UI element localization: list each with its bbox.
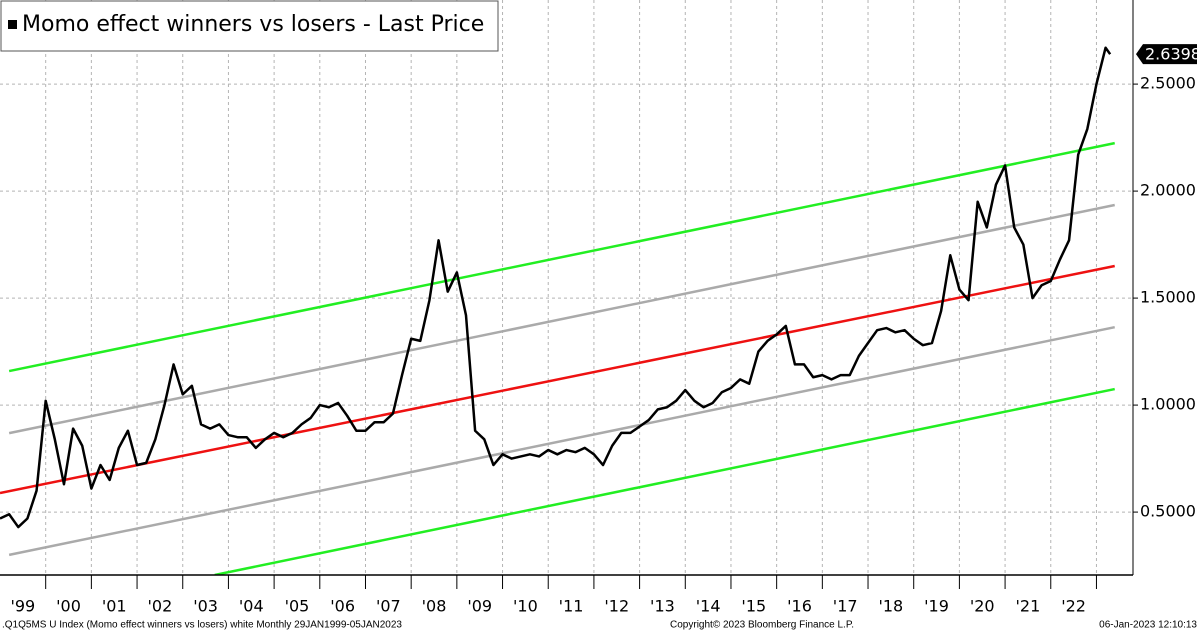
x-tick-label: '17 — [833, 597, 858, 616]
x-tick-label: '03 — [193, 597, 218, 616]
grid — [0, 0, 1133, 575]
y-tick-label: 1.5000 — [1140, 288, 1196, 307]
last-price-label: 2.6398 — [1145, 45, 1200, 64]
y-tick-label: 2.5000 — [1140, 74, 1196, 93]
legend-box — [0, 0, 499, 52]
x-tick-label: '14 — [696, 597, 721, 616]
x-tick-label: '04 — [239, 597, 264, 616]
series — [0, 46, 1112, 529]
x-tick-label: '22 — [1061, 597, 1086, 616]
x-tick-label: '12 — [604, 597, 629, 616]
legend-marker — [8, 20, 17, 29]
x-tick-label: '10 — [513, 597, 538, 616]
reference-line — [8, 203, 1115, 435]
x-tick-label: '15 — [741, 597, 766, 616]
x-tick-label: '07 — [376, 597, 401, 616]
reference-line — [8, 325, 1115, 557]
x-tick-label: '11 — [559, 597, 584, 616]
y-tick-label: 2.0000 — [1140, 181, 1196, 200]
x-tick-label: '05 — [285, 597, 310, 616]
x-tick-label: '19 — [924, 597, 949, 616]
footer-center: Copyright© 2023 Bloomberg Finance L.P. — [670, 620, 854, 631]
reference-line — [214, 387, 1115, 575]
last-price-tag — [1136, 44, 1197, 65]
y-tick-label: 1.0000 — [1140, 395, 1196, 414]
x-tick-label: '99 — [10, 597, 35, 616]
x-tick-label: '20 — [970, 597, 995, 616]
axes: 0.5000 1.0000 1.5000 2.0000 2.5000 '99 '00 '01 '… — [10, 44, 1200, 616]
x-tick-label: '09 — [467, 597, 492, 616]
x-tick-label: '16 — [787, 597, 812, 616]
reference-line — [0, 264, 1115, 495]
x-tick-label: '18 — [878, 597, 903, 616]
y-tick-label: 0.5000 — [1140, 502, 1196, 521]
x-tick-label: '13 — [650, 597, 675, 616]
x-tick-label: '01 — [102, 597, 127, 616]
x-tick-label: '21 — [1016, 597, 1041, 616]
reference-line — [8, 141, 1115, 373]
series-line — [0, 46, 1112, 529]
x-tick-label: '02 — [148, 597, 173, 616]
x-tick-label: '06 — [330, 597, 355, 616]
legend-label: Momo effect winners vs losers - Last Pri… — [22, 12, 484, 37]
footer-left: .Q1Q5MS U Index (Momo effect winners vs … — [2, 620, 402, 631]
x-tick-label: '00 — [56, 597, 81, 616]
footer-right: 06-Jan-2023 12:10:13 — [1099, 620, 1197, 631]
reference-lines — [0, 141, 1115, 575]
x-tick-label: '08 — [422, 597, 447, 616]
